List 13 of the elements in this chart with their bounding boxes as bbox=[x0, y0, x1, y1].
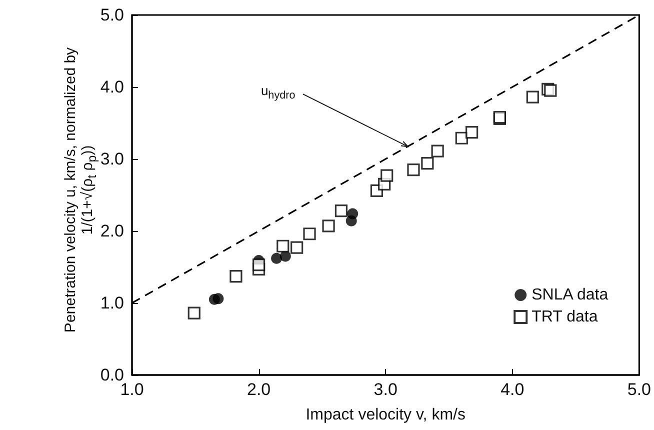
annotation: u$_{hydro}$ bbox=[260, 82, 296, 102]
y-tick-label: 5.0 bbox=[100, 6, 124, 24]
x-tick-label: 5.0 bbox=[627, 380, 652, 399]
y-tick-label: 1.0 bbox=[100, 294, 124, 312]
x-tick-label: 2.0 bbox=[246, 380, 271, 399]
x-axis-title: Impact velocity v, km/s bbox=[306, 406, 466, 424]
y-tick-label: 4.0 bbox=[100, 78, 124, 96]
x-tick-label: 3.0 bbox=[374, 380, 398, 399]
legend-label: SNLA data bbox=[532, 286, 608, 304]
legend-label: TRT data bbox=[532, 308, 598, 326]
x-tick-label: 4.0 bbox=[500, 380, 524, 399]
y-tick-label: 2.0 bbox=[100, 222, 124, 240]
y-tick-label: 3.0 bbox=[100, 150, 124, 168]
